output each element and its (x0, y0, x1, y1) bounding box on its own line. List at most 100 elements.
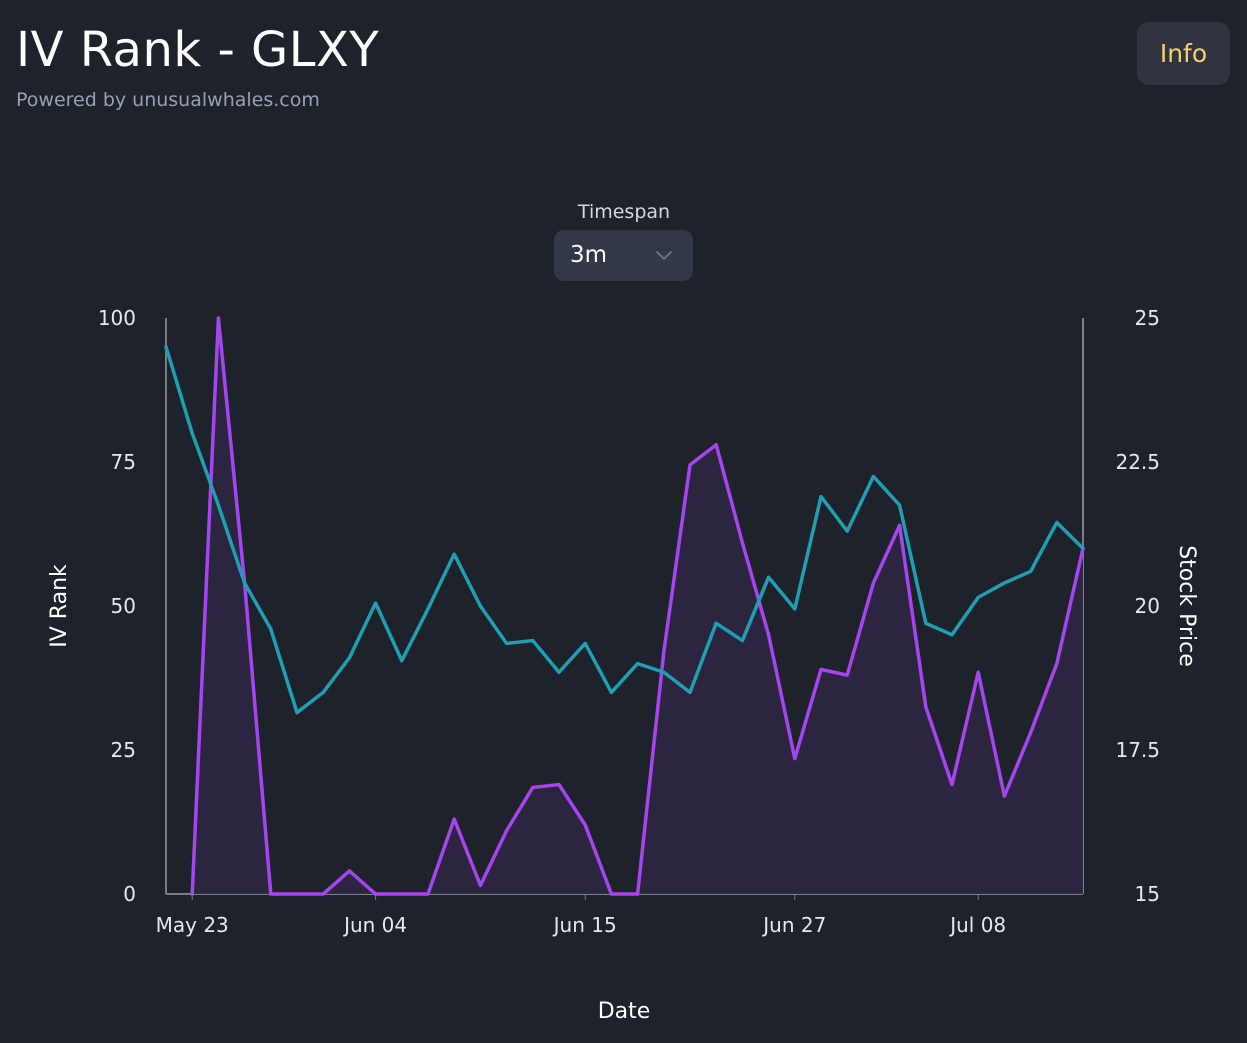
iv-rank-point (1002, 794, 1006, 798)
iv-rank-point (924, 705, 928, 709)
iv-rank-point (1029, 731, 1033, 735)
stock-price-point (898, 503, 902, 507)
stock-price-point (1055, 520, 1059, 524)
iv-rank-point (976, 670, 980, 674)
stock-price-point (478, 604, 482, 608)
stock-price-point (688, 690, 692, 694)
stock-price-point (583, 641, 587, 645)
info-button[interactable]: Info (1137, 22, 1230, 85)
stock-price-point (452, 552, 456, 556)
stock-price-point (1002, 581, 1006, 585)
stock-price-point (1029, 569, 1033, 573)
stock-price-point (505, 641, 509, 645)
timespan-select[interactable]: 3m (554, 230, 693, 281)
iv-rank-point (557, 783, 561, 787)
chart-lines-layer (164, 316, 1085, 896)
stock-price-point (531, 639, 535, 643)
stock-price-point (295, 711, 299, 715)
y-tick-label: 75 (111, 450, 136, 474)
timespan-value: 3m (570, 242, 608, 268)
iv-rank-point (1055, 662, 1059, 666)
stock-price-point (950, 633, 954, 637)
x-tick-label: Jun 15 (552, 913, 617, 937)
stock-price-point (793, 607, 797, 611)
iv-rank-point (478, 883, 482, 887)
x-tick-label: Jun 27 (761, 913, 826, 937)
y2-axis-title: Stock Price (1174, 545, 1199, 667)
iv-rank-point (216, 316, 220, 320)
iv-rank-point (636, 892, 640, 896)
y-tick-label: 25 (111, 738, 136, 762)
y-tick-label: 100 (98, 306, 136, 330)
stock-price-point (426, 607, 430, 611)
stock-price-point (164, 345, 168, 349)
iv-rank-point (688, 463, 692, 467)
iv-rank-point (845, 673, 849, 677)
page-subtitle: Powered by unusualwhales.com (16, 89, 320, 111)
stock-price-point (871, 474, 875, 478)
iv-rank-point (321, 892, 325, 896)
stock-price-point (321, 690, 325, 694)
iv-rank-point (505, 829, 509, 833)
chevron-down-icon (656, 251, 672, 260)
iv-rank-point (793, 757, 797, 761)
iv-rank-point (819, 667, 823, 671)
stock-price-point (662, 670, 666, 674)
y2-tick-label: 15 (1135, 882, 1160, 906)
iv-rank-point (740, 541, 744, 545)
iv-rank-point (871, 581, 875, 585)
x-tick-label: Jun 04 (342, 913, 407, 937)
iv-rank-area-layer (192, 318, 1083, 894)
stock-price-point (767, 575, 771, 579)
iv-rank-point (583, 823, 587, 827)
stock-price-point (216, 503, 220, 507)
stock-price-line (164, 345, 1085, 715)
iv-rank-point (531, 785, 535, 789)
stock-price-point (976, 595, 980, 599)
y-axis-title: IV Rank (47, 564, 72, 648)
stock-price-point (845, 529, 849, 533)
stock-price-point (924, 621, 928, 625)
iv-rank-point (269, 892, 273, 896)
iv-rank-point (767, 633, 771, 637)
stock-price-point (819, 495, 823, 499)
stock-price-point (400, 659, 404, 663)
x-tick-label: Jul 08 (948, 913, 1006, 937)
y2-tick-label: 25 (1135, 306, 1160, 330)
stock-price-point (1081, 546, 1085, 550)
stock-price-point (190, 431, 194, 435)
chart-ticks-layer: 0 25 50 75 100 15 17.5 20 22.5 25 May 23 Jun 04 Jun … (98, 306, 1160, 937)
stock-price-point (557, 670, 561, 674)
iv-rank-point (400, 892, 404, 896)
y2-tick-label: 20 (1135, 594, 1160, 618)
stock-price-point (347, 656, 351, 660)
iv-rank-area (192, 318, 1083, 894)
iv-rank-point (662, 650, 666, 654)
iv-rank-point (609, 892, 613, 896)
y2-tick-label: 17.5 (1115, 738, 1160, 762)
iv-rank-point (426, 892, 430, 896)
stock-price-point (609, 690, 613, 694)
iv-rank-point (898, 523, 902, 527)
iv-rank-point (950, 783, 954, 787)
x-tick-label: May 23 (156, 913, 229, 937)
timespan-label: Timespan (577, 201, 671, 223)
y2-tick-label: 22.5 (1115, 450, 1160, 474)
y-tick-label: 50 (111, 594, 136, 618)
x-axis-title: Date (598, 999, 651, 1024)
stock-price-point (740, 639, 744, 643)
stock-price-point (374, 601, 378, 605)
iv-rank-line (190, 316, 1085, 896)
stock-price-point (636, 662, 640, 666)
stock-price-point (243, 581, 247, 585)
iv-rank-point (295, 892, 299, 896)
page-title: IV Rank - GLXY (16, 22, 380, 78)
iv-rank-point (714, 443, 718, 447)
iv-rank-point (347, 869, 351, 873)
iv-rank-point (452, 817, 456, 821)
stock-price-point (269, 627, 273, 631)
y-tick-label: 0 (123, 882, 136, 906)
stock-price-point (714, 621, 718, 625)
